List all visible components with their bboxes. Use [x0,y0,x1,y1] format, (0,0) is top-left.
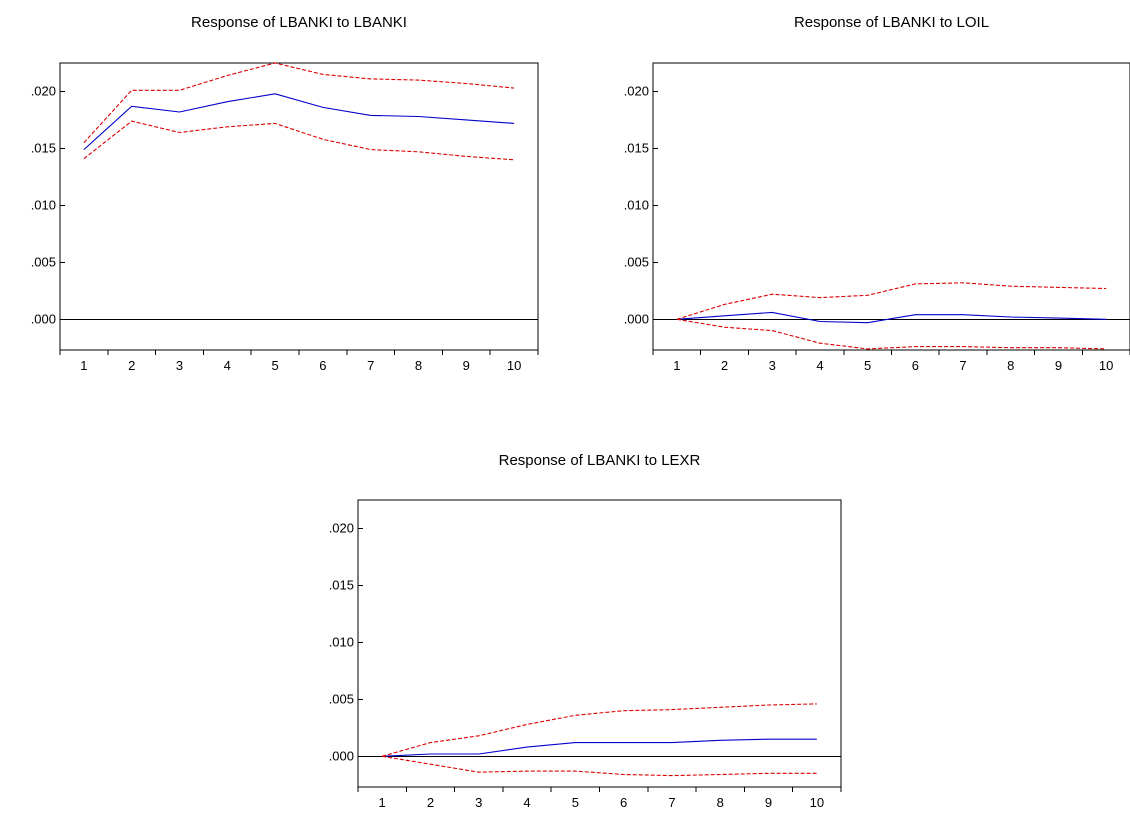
y-tick-label: .015 [329,577,354,592]
x-tick-label: 4 [816,358,823,373]
x-tick-label: 9 [463,358,470,373]
x-tick-label: 1 [379,795,386,810]
y-tick-label: .000 [624,311,649,326]
x-tick-label: 6 [620,795,627,810]
upper-band-line [83,62,515,144]
lower-band-line [382,755,817,777]
x-tick-label: 10 [507,358,521,373]
x-tick-label: 4 [523,795,530,810]
chart-title: Response of LBANKI to LEXR [499,452,701,469]
lower-band-line [83,120,515,161]
upper-band-line [676,282,1107,320]
upper-band-line [381,703,817,757]
x-tick-label: 10 [810,795,824,810]
y-tick-label: .005 [329,691,354,706]
chart-title: Response of LBANKI to LBANKI [191,14,407,31]
x-tick-label: 8 [1007,358,1014,373]
x-tick-label: 10 [1099,358,1113,373]
x-tick-label: 5 [864,358,871,373]
y-tick-label: .005 [624,254,649,269]
y-tick-label: .010 [329,634,354,649]
y-tick-label: .010 [31,197,56,212]
response-line [676,311,1107,324]
x-tick-label: 9 [1055,358,1062,373]
x-tick-label: 1 [673,358,680,373]
x-tick-label: 2 [427,795,434,810]
y-tick-label: .015 [31,140,56,155]
x-tick-label: 2 [128,358,135,373]
y-tick-label: .005 [31,254,56,269]
x-tick-label: 3 [769,358,776,373]
irf-panel-loil: Response of LBANKI to LOIL .000 .005 .010 .0… [624,14,1130,373]
y-tick-label: .020 [31,83,56,98]
irf-panel-lexr: Response of LBANKI to LEXR .000 .005 .010 .0… [329,452,842,810]
x-tick-label: 2 [721,358,728,373]
y-tick-label: .000 [31,311,56,326]
y-tick-label: .015 [624,140,649,155]
x-tick-label: 7 [367,358,374,373]
lower-band-line [676,318,1107,350]
x-tick-label: 3 [176,358,183,373]
x-tick-label: 3 [475,795,482,810]
y-tick-label: .020 [329,520,354,535]
y-tick-label: .010 [624,197,649,212]
x-tick-label: 7 [959,358,966,373]
y-tick-label: .000 [329,748,354,763]
x-tick-label: 5 [271,358,278,373]
x-tick-label: 1 [80,358,87,373]
x-tick-label: 7 [668,795,675,810]
x-tick-label: 5 [572,795,579,810]
response-line [382,738,817,757]
x-tick-label: 8 [717,795,724,810]
plot-frame [357,499,842,788]
response-line [83,93,515,151]
x-tick-label: 4 [224,358,231,373]
plot-frame [652,62,1130,351]
irf-panel-lbanki: Response of LBANKI to LBANKI .000 .005 .010… [31,14,539,373]
x-tick-label: 8 [415,358,422,373]
x-tick-label: 6 [912,358,919,373]
x-tick-label: 6 [319,358,326,373]
y-tick-label: .020 [624,83,649,98]
chart-title: Response of LBANKI to LOIL [794,14,989,31]
x-tick-label: 9 [765,795,772,810]
